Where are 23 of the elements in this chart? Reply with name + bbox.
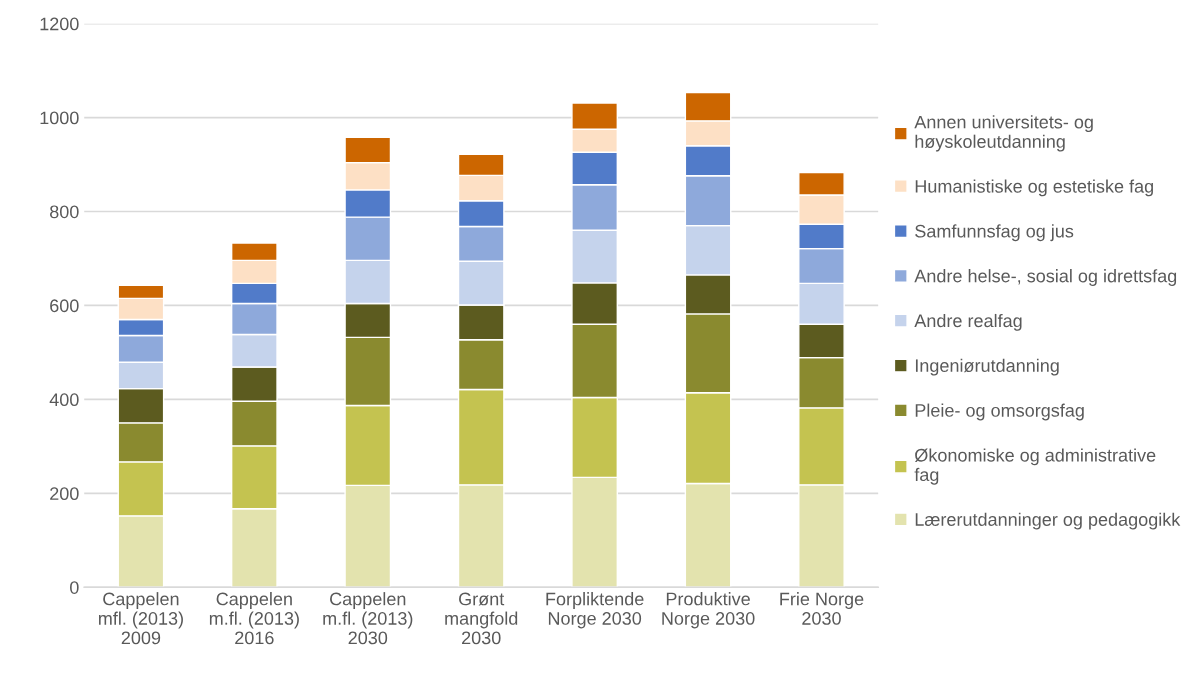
legend-label: Annen universitets- og høyskoleutdanning xyxy=(914,115,1093,152)
y-tick-label: 800 xyxy=(50,205,79,219)
y-tick-label: 1000 xyxy=(40,111,79,125)
x-tick-label: Forpliktende Norge 2030 xyxy=(546,592,644,629)
x-tick-label: Cappelen m.fl. (2013) 2030 xyxy=(323,592,413,645)
y-tick-label: 400 xyxy=(49,393,79,407)
legend-label: Andre realfag xyxy=(914,313,1022,331)
legend-label: Lærerutdanninger og pedagogikk xyxy=(915,512,1181,530)
x-tick-label: Grønt mangfold 2030 xyxy=(445,592,518,645)
legend-label: Pleie- og omsorgsfag xyxy=(915,403,1084,421)
legend-label: Økonomiske og administrative fag xyxy=(914,448,1156,485)
x-tick-label: Produktive Norge 2030 xyxy=(662,592,755,629)
x-tick-label: Cappelen m.fl. (2013) 2016 xyxy=(209,592,299,645)
y-tick-label: 1200 xyxy=(40,17,79,31)
legend-label: Humanistiske og estetiske fag xyxy=(915,179,1153,197)
y-tick-label: 200 xyxy=(50,487,79,501)
x-tick-label: Frie Norge 2030 xyxy=(780,592,864,625)
x-tick-label: Cappelen mfl. (2013) 2009 xyxy=(98,592,183,645)
legend-label: Samfunnsfag og jus xyxy=(915,224,1074,242)
legend-label: Andre helse-, sosial og idrettsfag xyxy=(914,269,1177,286)
y-tick-label: 0 xyxy=(70,581,79,594)
y-tick-label: 600 xyxy=(50,299,79,313)
legend-label: Ingeniørutdanning xyxy=(915,358,1059,376)
